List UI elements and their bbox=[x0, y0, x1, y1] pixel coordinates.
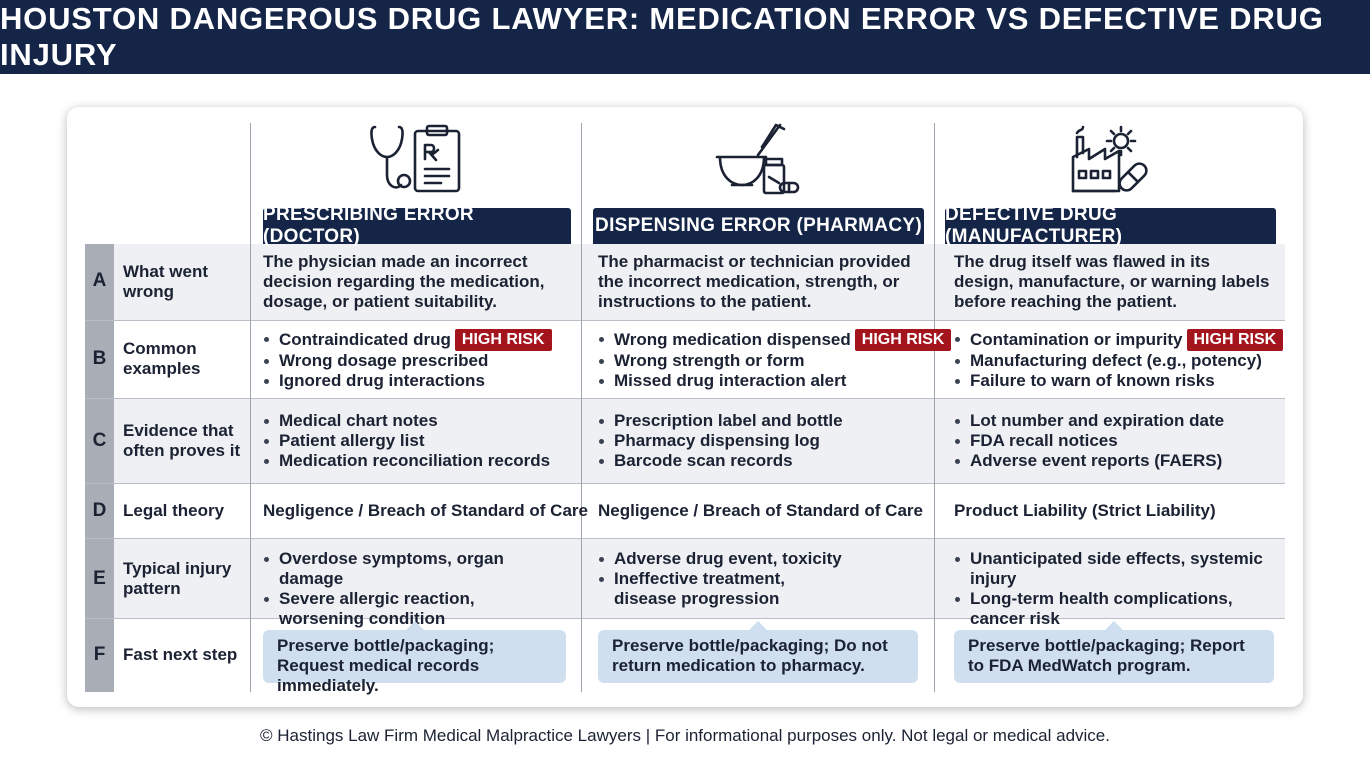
cell-a-defective: The drug itself was flawed in its design… bbox=[954, 252, 1270, 311]
list-item: Adverse drug event, toxicity bbox=[598, 549, 848, 569]
cell-c-defective: Lot number and expiration date FDA recal… bbox=[954, 411, 1274, 471]
mortar-pestle-pill-bottle-icon bbox=[715, 123, 800, 195]
divider bbox=[85, 618, 1285, 619]
row-letter: F bbox=[93, 644, 106, 665]
row-band-c bbox=[85, 398, 1285, 483]
list-item-text: Contraindicated drug bbox=[279, 330, 451, 349]
list-item: Ineffective treatment, disease progressi… bbox=[598, 569, 848, 609]
stethoscope-prescription-icon bbox=[370, 124, 461, 193]
column-divider bbox=[250, 123, 251, 692]
column-header-prescribing: PRESCRIBING ERROR (DOCTOR) bbox=[263, 204, 571, 247]
cell-b-defective: Contamination or impurity HIGH RISK Manuf… bbox=[954, 329, 1284, 391]
cell-a-prescribing: The physician made an incorrect decision… bbox=[263, 252, 545, 311]
list-item: Lot number and expiration date bbox=[954, 411, 1274, 431]
list-item: Adverse event reports (FAERS) bbox=[954, 451, 1274, 471]
cell-b-dispensing: Wrong medication dispensed HIGH RISK Wron… bbox=[598, 329, 952, 391]
list-item: Barcode scan records bbox=[598, 451, 918, 471]
list-item: Wrong dosage prescribed bbox=[263, 351, 569, 371]
list-item: Missed drug interaction alert bbox=[598, 371, 918, 391]
cell-d-defective: Product Liability (Strict Liability) bbox=[954, 501, 1216, 520]
list-item: Long-term health complications, cancer r… bbox=[954, 589, 1284, 629]
list-item: Medical chart notes bbox=[263, 411, 569, 431]
list-item: Wrong medication dispensed HIGH RISK bbox=[598, 329, 952, 351]
row-letter: D bbox=[92, 500, 107, 521]
next-step-callout-dispensing: Preserve bottle/packaging; Do not return… bbox=[598, 621, 918, 683]
column-header-defective: DEFECTIVE DRUG (MANUFACTURER) bbox=[945, 204, 1276, 247]
list-item: Contamination or impurity HIGH RISK bbox=[954, 329, 1284, 351]
list-item: Severe allergic reaction, worsening cond… bbox=[263, 589, 563, 629]
row-letter: E bbox=[93, 568, 106, 589]
high-risk-badge: HIGH RISK bbox=[454, 329, 552, 351]
column-divider bbox=[934, 123, 935, 692]
next-step-callout-defective: Preserve bottle/packaging; Report to FDA… bbox=[954, 621, 1274, 683]
cell-d-dispensing: Negligence / Breach of Standard of Care bbox=[598, 501, 923, 520]
row-label-injury-pattern: Typical injury pattern bbox=[123, 559, 232, 598]
list-item: Patient allergy list bbox=[263, 431, 569, 451]
row-band-a bbox=[85, 244, 1285, 320]
cell-d-prescribing: Negligence / Breach of Standard of Care bbox=[263, 501, 588, 520]
row-label-what-went-wrong: What went wrong bbox=[123, 262, 208, 301]
cell-e-prescribing: Overdose symptoms, organ damage Severe a… bbox=[263, 549, 563, 629]
list-item: Failure to warn of known risks bbox=[954, 371, 1284, 391]
row-label-common-examples: Common examples bbox=[123, 339, 201, 378]
row-label-next-step: Fast next step bbox=[123, 645, 238, 664]
row-letter-column bbox=[85, 244, 114, 692]
high-risk-badge: HIGH RISK bbox=[1186, 329, 1284, 351]
high-risk-badge: HIGH RISK bbox=[854, 329, 952, 351]
list-item-text: Contamination or impurity bbox=[970, 330, 1183, 349]
list-item: Manufacturing defect (e.g., potency) bbox=[954, 351, 1284, 371]
row-letter: B bbox=[92, 348, 107, 369]
row-label-evidence: Evidence that often proves it bbox=[123, 421, 241, 460]
row-letter: C bbox=[92, 430, 107, 451]
list-item: Contraindicated drug HIGH RISK bbox=[263, 329, 569, 351]
title-banner: HOUSTON DANGEROUS DRUG LAWYER: MEDICATIO… bbox=[0, 0, 1370, 74]
row-letter: A bbox=[92, 270, 107, 291]
cell-e-defective: Unanticipated side effects, systemic inj… bbox=[954, 549, 1284, 629]
list-item: Wrong strength or form bbox=[598, 351, 918, 371]
next-step-callout-prescribing: Preserve bottle/packaging; Request medic… bbox=[263, 621, 566, 695]
list-item: Medication reconciliation records bbox=[263, 451, 569, 471]
list-item-text: Wrong medication dispensed bbox=[614, 330, 851, 349]
cell-e-dispensing: Adverse drug event, toxicity Ineffective… bbox=[598, 549, 848, 609]
list-item: Pharmacy dispensing log bbox=[598, 431, 918, 451]
factory-gear-capsule-icon bbox=[1071, 125, 1148, 193]
row-band-e bbox=[85, 538, 1285, 618]
column-header-dispensing: DISPENSING ERROR (PHARMACY) bbox=[593, 208, 924, 244]
divider bbox=[85, 320, 1285, 321]
comparison-table: PRESCRIBING ERROR (DOCTOR) DISPENSING ER… bbox=[67, 107, 1303, 707]
list-item: Overdose symptoms, organ damage bbox=[263, 549, 563, 589]
footer-disclaimer: © Hastings Law Firm Medical Malpractice … bbox=[260, 726, 1110, 745]
list-item: Unanticipated side effects, systemic inj… bbox=[954, 549, 1284, 589]
column-divider bbox=[581, 123, 582, 692]
divider bbox=[85, 398, 1285, 399]
list-item: Ignored drug interactions bbox=[263, 371, 569, 391]
cell-a-dispensing: The pharmacist or technician provided th… bbox=[598, 252, 911, 311]
divider bbox=[85, 483, 1285, 484]
cell-b-prescribing: Contraindicated drug HIGH RISK Wrong dosa… bbox=[263, 329, 569, 391]
divider bbox=[85, 538, 1285, 539]
page-title: HOUSTON DANGEROUS DRUG LAWYER: MEDICATIO… bbox=[0, 1, 1324, 72]
row-label-legal-theory: Legal theory bbox=[123, 501, 225, 520]
list-item: FDA recall notices bbox=[954, 431, 1274, 451]
cell-c-prescribing: Medical chart notes Patient allergy list… bbox=[263, 411, 569, 471]
cell-c-dispensing: Prescription label and bottle Pharmacy d… bbox=[598, 411, 918, 471]
list-item: Prescription label and bottle bbox=[598, 411, 918, 431]
